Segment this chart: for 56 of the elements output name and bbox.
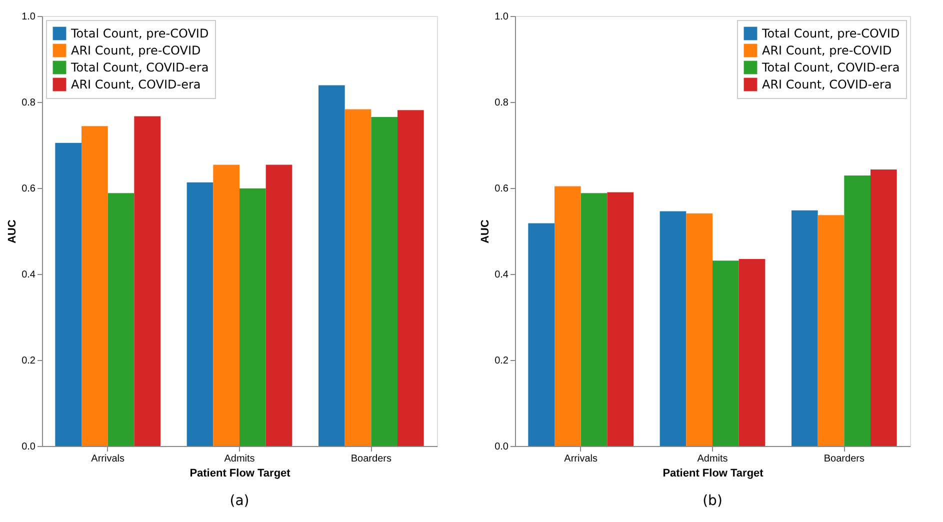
bar <box>186 182 214 446</box>
bar <box>738 258 766 446</box>
y-tick-label: 1.0 <box>494 12 509 22</box>
bar <box>398 110 424 446</box>
legend-label: Total Count, pre-COVID <box>70 26 209 40</box>
y-tick-label: 0.0 <box>494 442 509 452</box>
bar <box>660 211 686 446</box>
bar <box>792 210 818 446</box>
bar <box>712 260 739 446</box>
legend-label: Total Count, pre-COVID <box>761 26 900 40</box>
bar <box>607 192 634 446</box>
legend-label: Total Count, COVID-era <box>761 60 900 74</box>
bar <box>213 164 240 446</box>
x-tick-label: Boarders <box>824 454 864 464</box>
x-tick-label: Boarders <box>350 454 392 464</box>
bar <box>134 116 160 446</box>
legend-label: ARI Count, pre-COVID <box>71 44 201 58</box>
x-tick-label: Admits <box>224 454 255 464</box>
y-tick-label: 0.6 <box>494 184 509 194</box>
y-tick-label: 0.4 <box>22 270 36 280</box>
legend-label: ARI Count, COVID-era <box>71 78 201 92</box>
x-tick-label: Admits <box>697 454 728 464</box>
y-axis-title: AUC <box>6 220 19 244</box>
x-tick-label: Arrivals <box>564 454 598 464</box>
y-axis-title: AUC <box>480 220 492 244</box>
y-tick-label: 1.0 <box>22 12 36 22</box>
y-tick-label: 0.6 <box>22 184 36 194</box>
legend-label: Total Count, COVID-era <box>70 60 209 74</box>
bar <box>686 213 712 446</box>
bar <box>528 223 554 446</box>
legend-label: ARI Count, pre-COVID <box>762 44 892 58</box>
y-tick-label: 0.2 <box>22 356 36 366</box>
bar <box>82 126 108 446</box>
bar <box>240 188 266 446</box>
y-tick-label: 0.4 <box>494 270 509 280</box>
text: (a) <box>230 493 250 509</box>
legend-label: ARI Count, COVID-era <box>762 78 892 92</box>
bar <box>55 142 82 446</box>
x-tick-label: Arrivals <box>91 454 125 464</box>
y-tick-label: 0.0 <box>22 442 36 452</box>
bar <box>818 215 844 446</box>
x-axis-title: Patient Flow Target <box>190 468 291 480</box>
bar <box>371 117 398 446</box>
bar <box>580 193 608 446</box>
y-tick-label: 0.8 <box>494 98 509 108</box>
bar <box>844 176 870 446</box>
bar <box>344 109 372 446</box>
bar <box>870 170 897 446</box>
y-tick-label: 0.2 <box>494 356 509 366</box>
text: (b) <box>702 493 722 509</box>
bar <box>108 193 134 446</box>
y-tick-label: 0.8 <box>22 98 36 108</box>
bar <box>318 85 345 446</box>
bar <box>266 164 292 446</box>
bar <box>554 186 581 446</box>
x-axis-title: Patient Flow Target <box>662 468 764 480</box>
